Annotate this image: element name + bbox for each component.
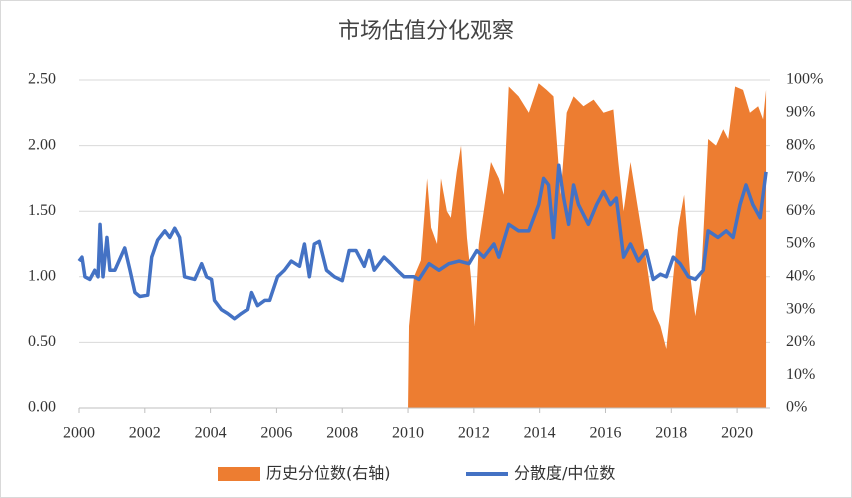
x-tick-label: 2010 (392, 425, 424, 442)
y2-tick-label: 50% (786, 235, 815, 252)
x-tick-label: 2000 (63, 425, 95, 442)
area (408, 83, 767, 408)
y-tick-label: 1.00 (28, 267, 56, 284)
y-tick-label: 0.50 (28, 333, 56, 350)
y2-tick-label: 100% (786, 71, 823, 88)
y2-tick-label: 10% (786, 366, 815, 383)
x-tick-label: 2002 (129, 425, 161, 442)
x-tick-label: 2008 (326, 425, 358, 442)
x-tick-label: 2020 (721, 425, 753, 442)
chart-title: 市场估值分化观察 (338, 19, 514, 44)
legend-swatch (218, 467, 260, 481)
y-tick-label: 0.00 (28, 399, 56, 416)
y-tick-label: 2.50 (28, 71, 56, 88)
y2-tick-label: 40% (786, 267, 815, 284)
y2-tick-label: 90% (786, 103, 815, 120)
x-tick-label: 2016 (589, 425, 621, 442)
y2-tick-label: 30% (786, 300, 815, 317)
legend-label: 历史分位数(右轴) (266, 464, 391, 483)
y-tick-label: 1.50 (28, 202, 56, 219)
y2-tick-label: 60% (786, 202, 815, 219)
y2-tick-label: 70% (786, 169, 815, 186)
x-tick-label: 2004 (195, 425, 227, 442)
legend-label: 分散度/中位数 (514, 464, 615, 483)
x-tick-label: 2018 (655, 425, 687, 442)
y2-tick-label: 20% (786, 333, 815, 350)
line (77, 163, 768, 321)
y-tick-label: 2.00 (28, 136, 56, 153)
y2-tick-label: 80% (786, 136, 815, 153)
x-tick-label: 2014 (524, 425, 556, 442)
x-tick-label: 2012 (458, 425, 490, 442)
x-tick-label: 2006 (260, 425, 292, 442)
y2-tick-label: 0% (786, 399, 807, 416)
